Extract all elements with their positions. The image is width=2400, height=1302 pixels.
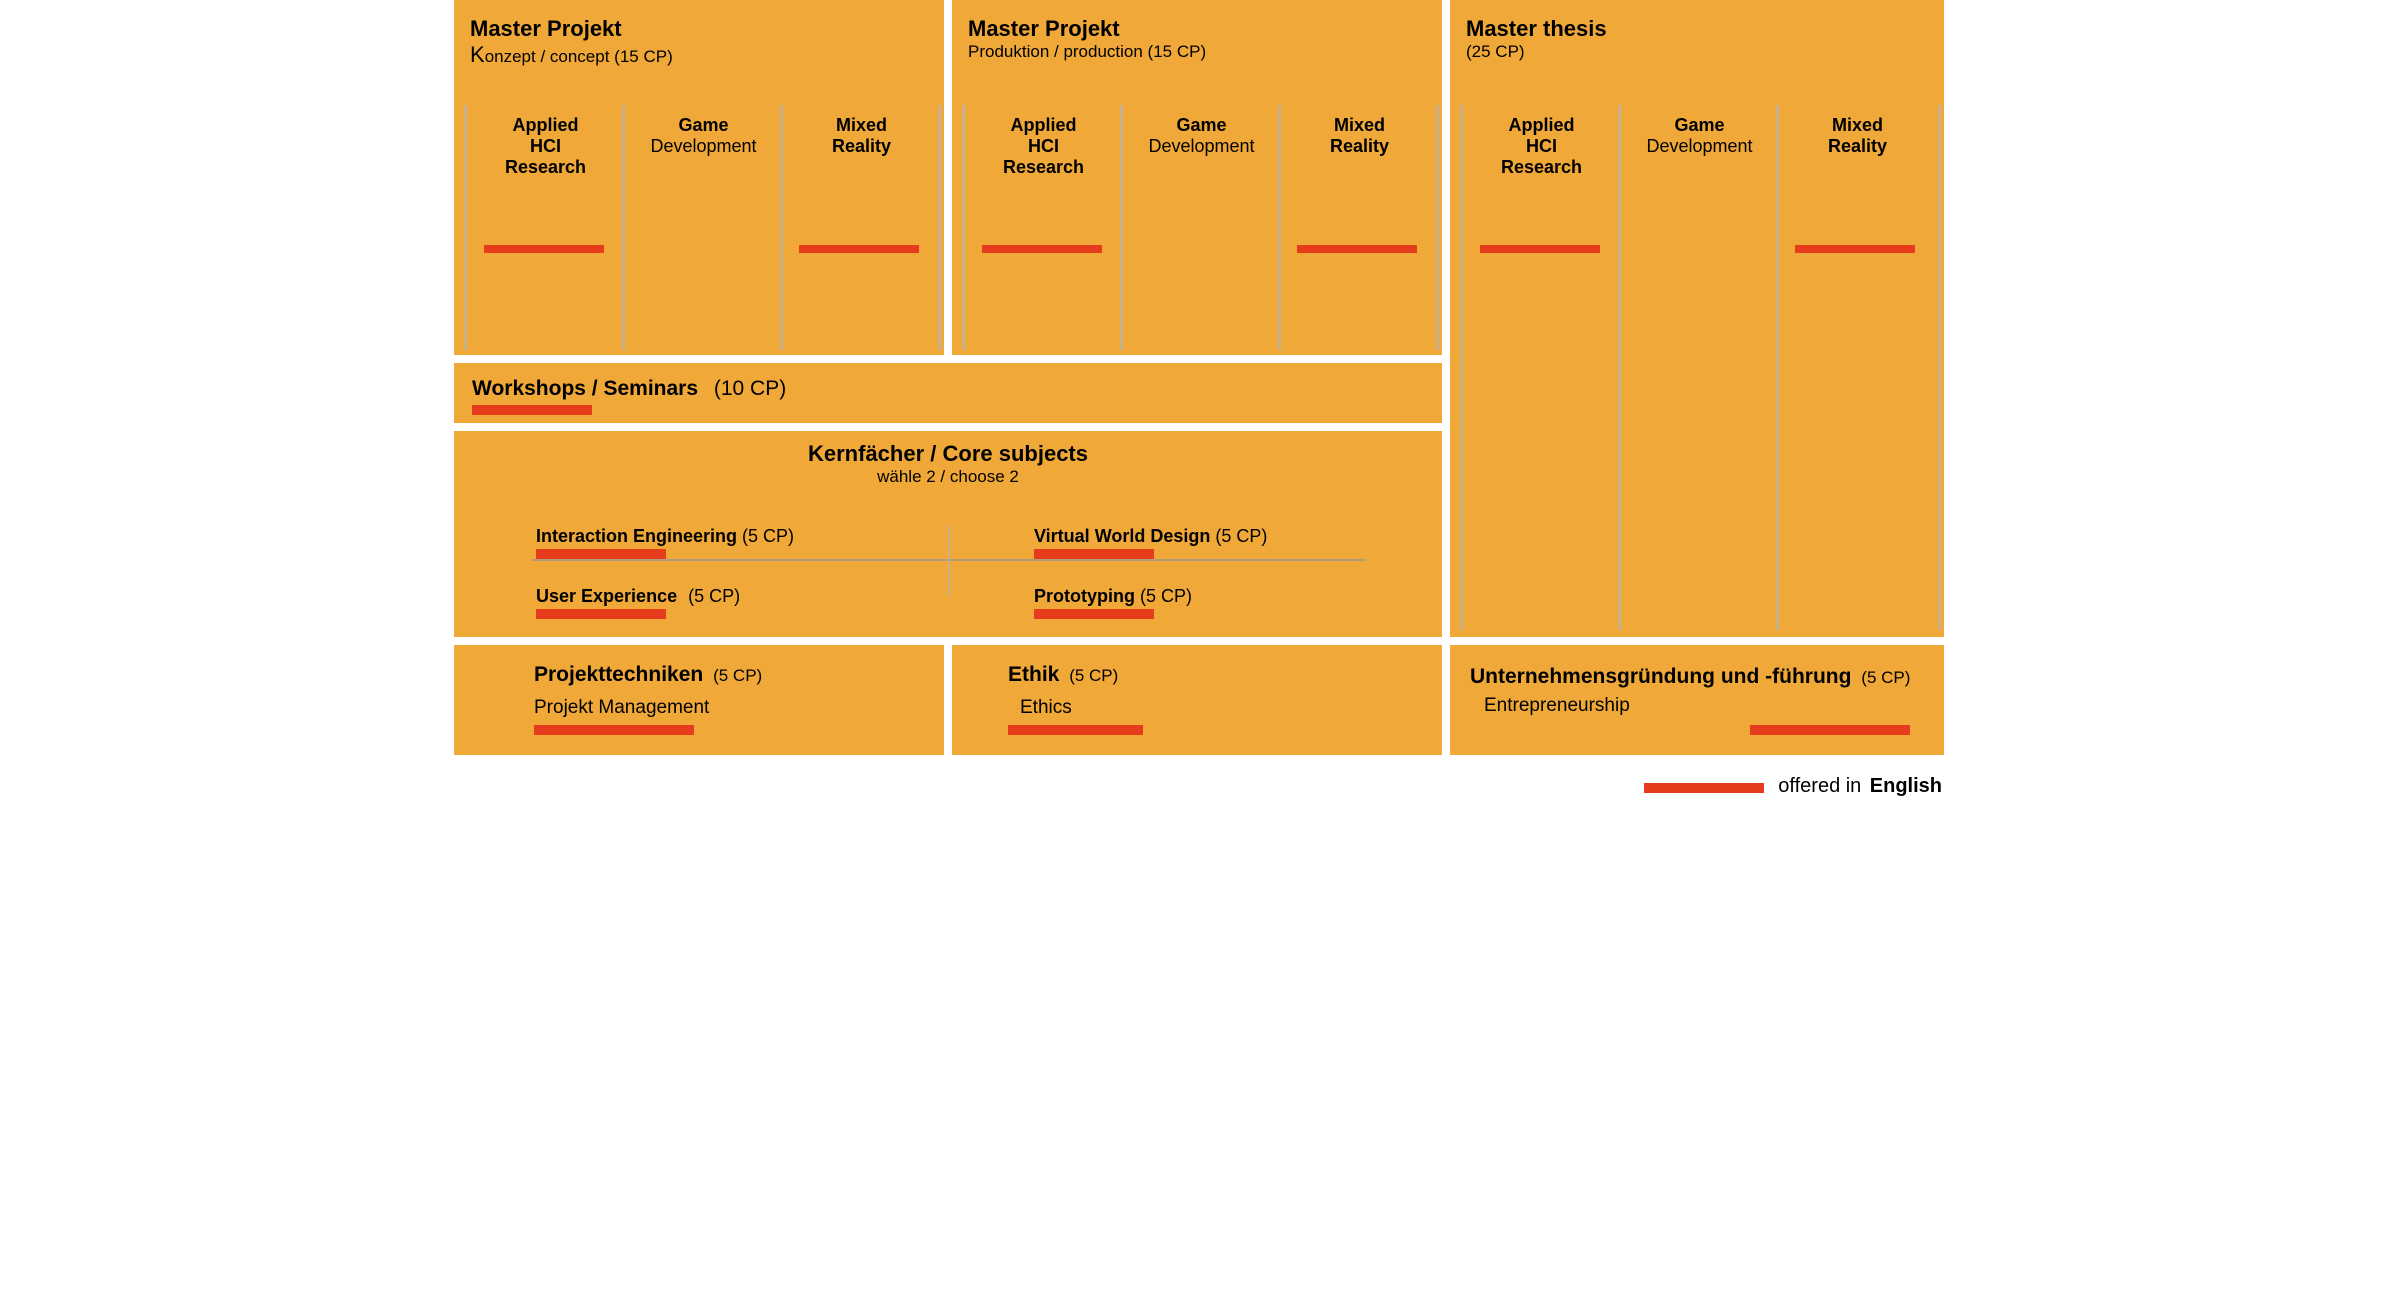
english-marker <box>472 405 592 415</box>
block-title: Master Projekt <box>968 16 1206 42</box>
block-unternehmensgruendung: Unternehmensgründung und -führung (5 CP)… <box>1450 645 1944 755</box>
core-vline <box>948 526 950 596</box>
track-divider <box>464 105 467 350</box>
bottom-cp: (5 CP) <box>1857 668 1910 687</box>
bottom-en-label: Projekt Management <box>534 697 709 719</box>
block-title: Master Projekt <box>470 16 673 42</box>
workshops-cp: (10 CP) <box>704 377 786 400</box>
block-core-subjects: Kernfächer / Core subjects wähle 2 / cho… <box>454 431 1442 637</box>
core-item-virtual-world-design: Virtual World Design (5 CP) <box>1034 526 1267 557</box>
english-marker <box>1034 549 1154 559</box>
english-marker <box>484 245 604 253</box>
subtitle: onzept / concept (15 CP) <box>485 47 673 66</box>
english-marker <box>534 725 694 735</box>
block-workshops: Workshops / Seminars (10 CP) <box>454 363 1442 423</box>
curriculum-diagram: Master Projekt Konzept / concept (15 CP)… <box>450 0 1950 814</box>
bottom-cp: (5 CP) <box>709 666 762 685</box>
subtitle: Produktion / production (15 CP) <box>968 42 1206 62</box>
track-applied-hci: Applied HCI Research <box>1464 115 1619 178</box>
english-marker <box>1795 245 1915 253</box>
bottom-title: Ethik <box>1008 663 1059 686</box>
legend: offered in English <box>1644 775 1942 798</box>
subtitle-prefix: K <box>470 42 485 67</box>
english-marker <box>1644 783 1764 793</box>
track-divider <box>1618 105 1621 630</box>
bottom-cp: (5 CP) <box>1065 666 1118 685</box>
block-master-thesis: Master thesis (25 CP) Applied HCI Resear… <box>1450 0 1944 637</box>
workshops-title: Workshops / Seminars <box>472 377 698 400</box>
english-marker <box>536 549 666 559</box>
track-divider <box>1460 105 1463 630</box>
track-applied-hci: Applied HCI Research <box>966 115 1121 178</box>
track-mixed-reality: Mixed Reality <box>1780 115 1935 157</box>
block-ethik: Ethik (5 CP) Ethics <box>952 645 1442 755</box>
track-mixed-reality: Mixed Reality <box>1282 115 1437 157</box>
core-subtitle: wähle 2 / choose 2 <box>454 467 1442 487</box>
track-divider <box>1776 105 1779 630</box>
core-item-user-experience: User Experience (5 CP) <box>536 586 740 617</box>
block-master-projekt-produktion: Master Projekt Produktion / production (… <box>952 0 1442 355</box>
english-marker <box>1297 245 1417 253</box>
core-title: Kernfächer / Core subjects <box>454 441 1442 467</box>
block-title: Master thesis <box>1466 16 1607 42</box>
bottom-title: Unternehmensgründung und -führung <box>1470 665 1851 688</box>
english-marker <box>1480 245 1600 253</box>
bottom-title: Projekttechniken <box>534 663 703 686</box>
english-marker <box>799 245 919 253</box>
legend-text: offered in <box>1778 775 1861 797</box>
bottom-en-label: Ethics <box>1020 697 1072 719</box>
english-marker <box>982 245 1102 253</box>
track-mixed-reality: Mixed Reality <box>784 115 939 157</box>
block-master-projekt-konzept: Master Projekt Konzept / concept (15 CP)… <box>454 0 944 355</box>
track-game-dev: Game Development <box>1622 115 1777 157</box>
english-marker <box>1008 725 1143 735</box>
bottom-en-label: Entrepreneurship <box>1470 695 1630 716</box>
english-marker <box>1750 725 1910 735</box>
block-projekttechniken: Projekttechniken (5 CP) Projekt Manageme… <box>454 645 944 755</box>
core-item-prototyping: Prototyping (5 CP) <box>1034 586 1192 617</box>
core-item-interaction-engineering: Interaction Engineering (5 CP) <box>536 526 794 557</box>
subtitle: (25 CP) <box>1466 42 1607 62</box>
english-marker <box>536 609 666 619</box>
legend-bold: English <box>1866 775 1942 797</box>
track-game-dev: Game Development <box>1124 115 1279 157</box>
track-divider <box>962 105 965 350</box>
english-marker <box>1034 609 1154 619</box>
track-applied-hci: Applied HCI Research <box>468 115 623 178</box>
track-divider <box>1938 105 1941 630</box>
track-game-dev: Game Development <box>626 115 781 157</box>
